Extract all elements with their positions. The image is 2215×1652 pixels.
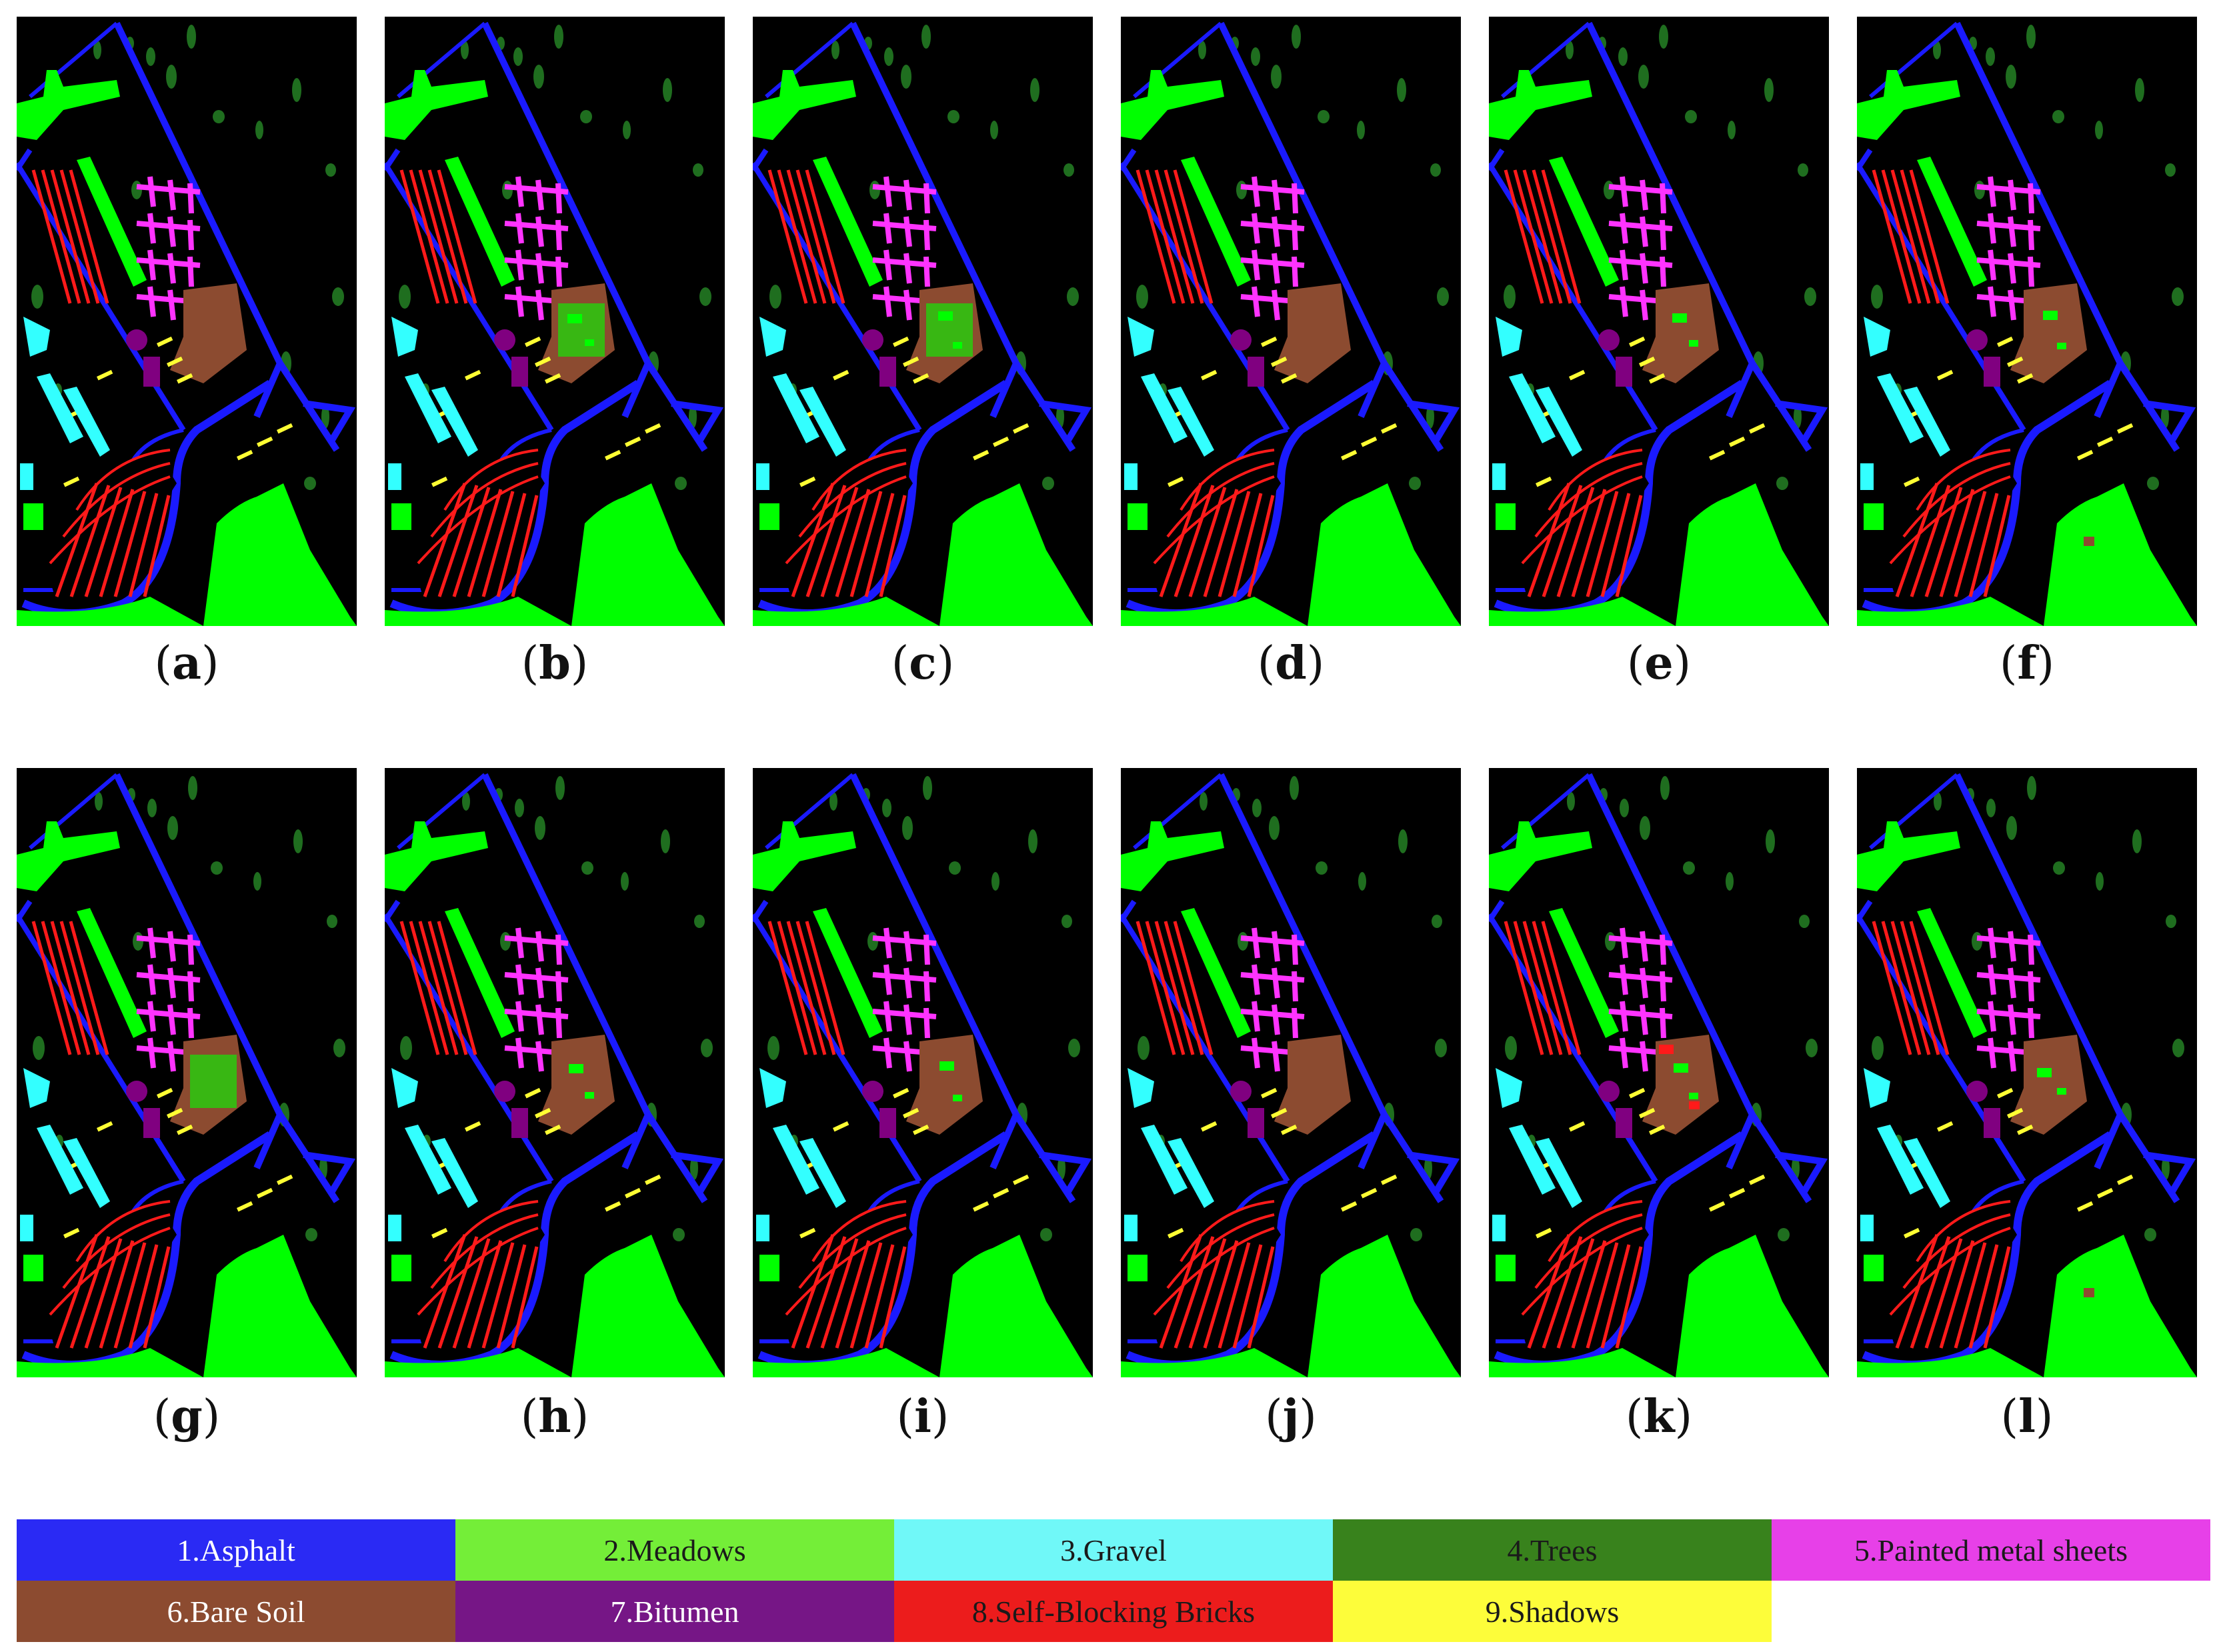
legend-label: 8.Self-Blocking Bricks (971, 1594, 1256, 1629)
panel-caption-a: (a) (154, 637, 219, 690)
panel-caption-k: (k) (1625, 1390, 1693, 1443)
legend-label: 7.Bitumen (610, 1594, 739, 1629)
panel-label: i (914, 1390, 931, 1443)
panel-label: f (2017, 637, 2037, 690)
panel-caption-l: (l) (2000, 1390, 2054, 1443)
legend-label: 4.Trees (1507, 1533, 1598, 1567)
legend-item-5: 5.Painted metal sheets (1772, 1519, 2210, 1581)
legend-label: 1.Asphalt (177, 1533, 295, 1567)
panel-caption-i: (i) (896, 1390, 949, 1443)
panel-label: k (1643, 1390, 1675, 1443)
legend-item-4: 4.Trees (1333, 1519, 1772, 1581)
legend-label: 9.Shadows (1485, 1594, 1620, 1629)
panel-label: b (539, 637, 571, 690)
panel-caption-j: (j) (1265, 1390, 1317, 1443)
classification-map-e (1489, 17, 1829, 626)
classification-map-d (1121, 17, 1461, 626)
panel-caption-d: (d) (1257, 637, 1325, 690)
panel-label: a (171, 637, 202, 690)
panel-caption-g: (g) (153, 1390, 221, 1443)
legend-item-9: 9.Shadows (1333, 1581, 1772, 1642)
panel-label: g (171, 1390, 203, 1443)
legend-label: 5.Painted metal sheets (1854, 1533, 2128, 1567)
legend-label: 3.Gravel (1060, 1533, 1167, 1567)
classification-map-f (1857, 17, 2197, 626)
legend-label: 2.Meadows (603, 1533, 746, 1567)
legend-item-1: 1.Asphalt (17, 1519, 455, 1581)
classification-map-b (385, 17, 725, 626)
legend-item-6: 6.Bare Soil (17, 1581, 455, 1642)
classification-map-h (385, 768, 725, 1377)
panel-label: e (1644, 637, 1674, 690)
panel-caption-e: (e) (1626, 637, 1692, 690)
legend-item-8: 8.Self-Blocking Bricks (894, 1581, 1333, 1642)
legend-label: 6.Bare Soil (167, 1594, 305, 1629)
legend-item-7: 7.Bitumen (455, 1581, 894, 1642)
panel-label: h (538, 1390, 571, 1443)
panel-caption-f: (f) (1999, 637, 2055, 690)
panel-caption-b: (b) (521, 637, 589, 690)
panel-label: j (1282, 1390, 1300, 1443)
panel-label: d (1275, 637, 1307, 690)
classification-map-k (1489, 768, 1829, 1377)
classification-map-i (753, 768, 1093, 1377)
legend-item-2: 2.Meadows (455, 1519, 894, 1581)
classification-map-j (1121, 768, 1461, 1377)
class-legend: 1.Asphalt 2.Meadows 3.Gravel 4.Trees 5.Paint… (17, 1519, 2210, 1646)
panel-label: c (909, 637, 937, 690)
legend-item-3: 3.Gravel (894, 1519, 1333, 1581)
panel-caption-c: (c) (891, 637, 955, 690)
panel-caption-h: (h) (520, 1390, 589, 1443)
classification-map-g (17, 768, 357, 1377)
panel-label: l (2018, 1390, 2036, 1443)
classification-map-a (17, 17, 357, 626)
classification-map-l (1857, 768, 2197, 1377)
classification-map-c (753, 17, 1093, 626)
